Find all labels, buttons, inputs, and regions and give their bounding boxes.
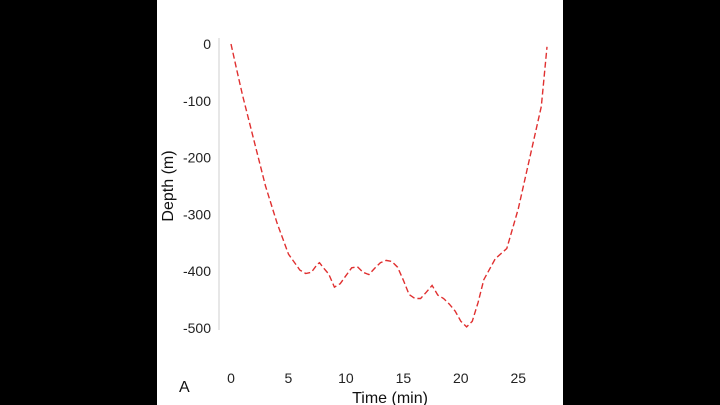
x-tick-label: 10 <box>338 370 354 386</box>
x-tick-label: 20 <box>453 370 469 386</box>
y-tick-label: 0 <box>203 36 211 52</box>
y-tick-label: -400 <box>183 263 211 279</box>
x-tick-label: 15 <box>396 370 412 386</box>
x-tick-label: 0 <box>227 370 235 386</box>
y-tick-label: -200 <box>183 150 211 166</box>
y-tick-label: -300 <box>183 206 211 222</box>
x-tick-label: 25 <box>510 370 526 386</box>
y-tick-label: -100 <box>183 93 211 109</box>
x-tick-label: 5 <box>285 370 293 386</box>
panel-label: A <box>179 379 190 396</box>
x-axis-title: Time (min) <box>352 390 428 405</box>
y-tick-label: -500 <box>183 320 211 336</box>
y-axis-title: Depth (m) <box>160 150 177 221</box>
y-axis-ticks: 0 -100 -200 -300 -400 -500 <box>183 36 211 336</box>
chart-panel <box>157 0 563 405</box>
x-axis-ticks: 0 5 10 15 20 25 <box>227 370 526 386</box>
depth-series-line <box>230 43 548 328</box>
